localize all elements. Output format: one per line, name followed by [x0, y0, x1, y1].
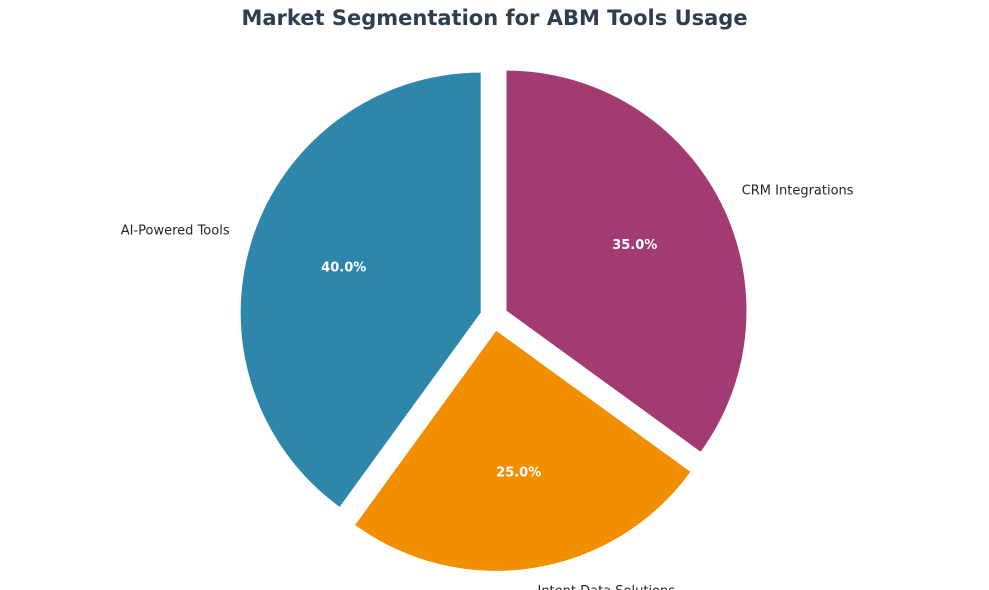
- pie-slice-crm-integrations: [506, 70, 747, 452]
- pie-labels: AI-Powered Tools 40.0% Intent Data Solutio…: [121, 183, 854, 590]
- slice-label-intent-data-solutions: Intent Data Solutions: [537, 584, 675, 590]
- slice-label-ai-powered-tools: AI-Powered Tools: [121, 224, 230, 239]
- pie-slices: [240, 70, 747, 571]
- slice-label-crm-integrations: CRM Integrations: [742, 183, 854, 198]
- pct-label-crm-integrations: 35.0%: [612, 238, 657, 253]
- pct-label-intent-data-solutions: 25.0%: [496, 466, 541, 481]
- pie-slice-ai-powered-tools: [240, 72, 481, 507]
- chart-title: Market Segmentation for ABM Tools Usage: [241, 6, 748, 30]
- pct-label-ai-powered-tools: 40.0%: [321, 261, 366, 276]
- pie-slice-intent-data-solutions: [355, 330, 691, 571]
